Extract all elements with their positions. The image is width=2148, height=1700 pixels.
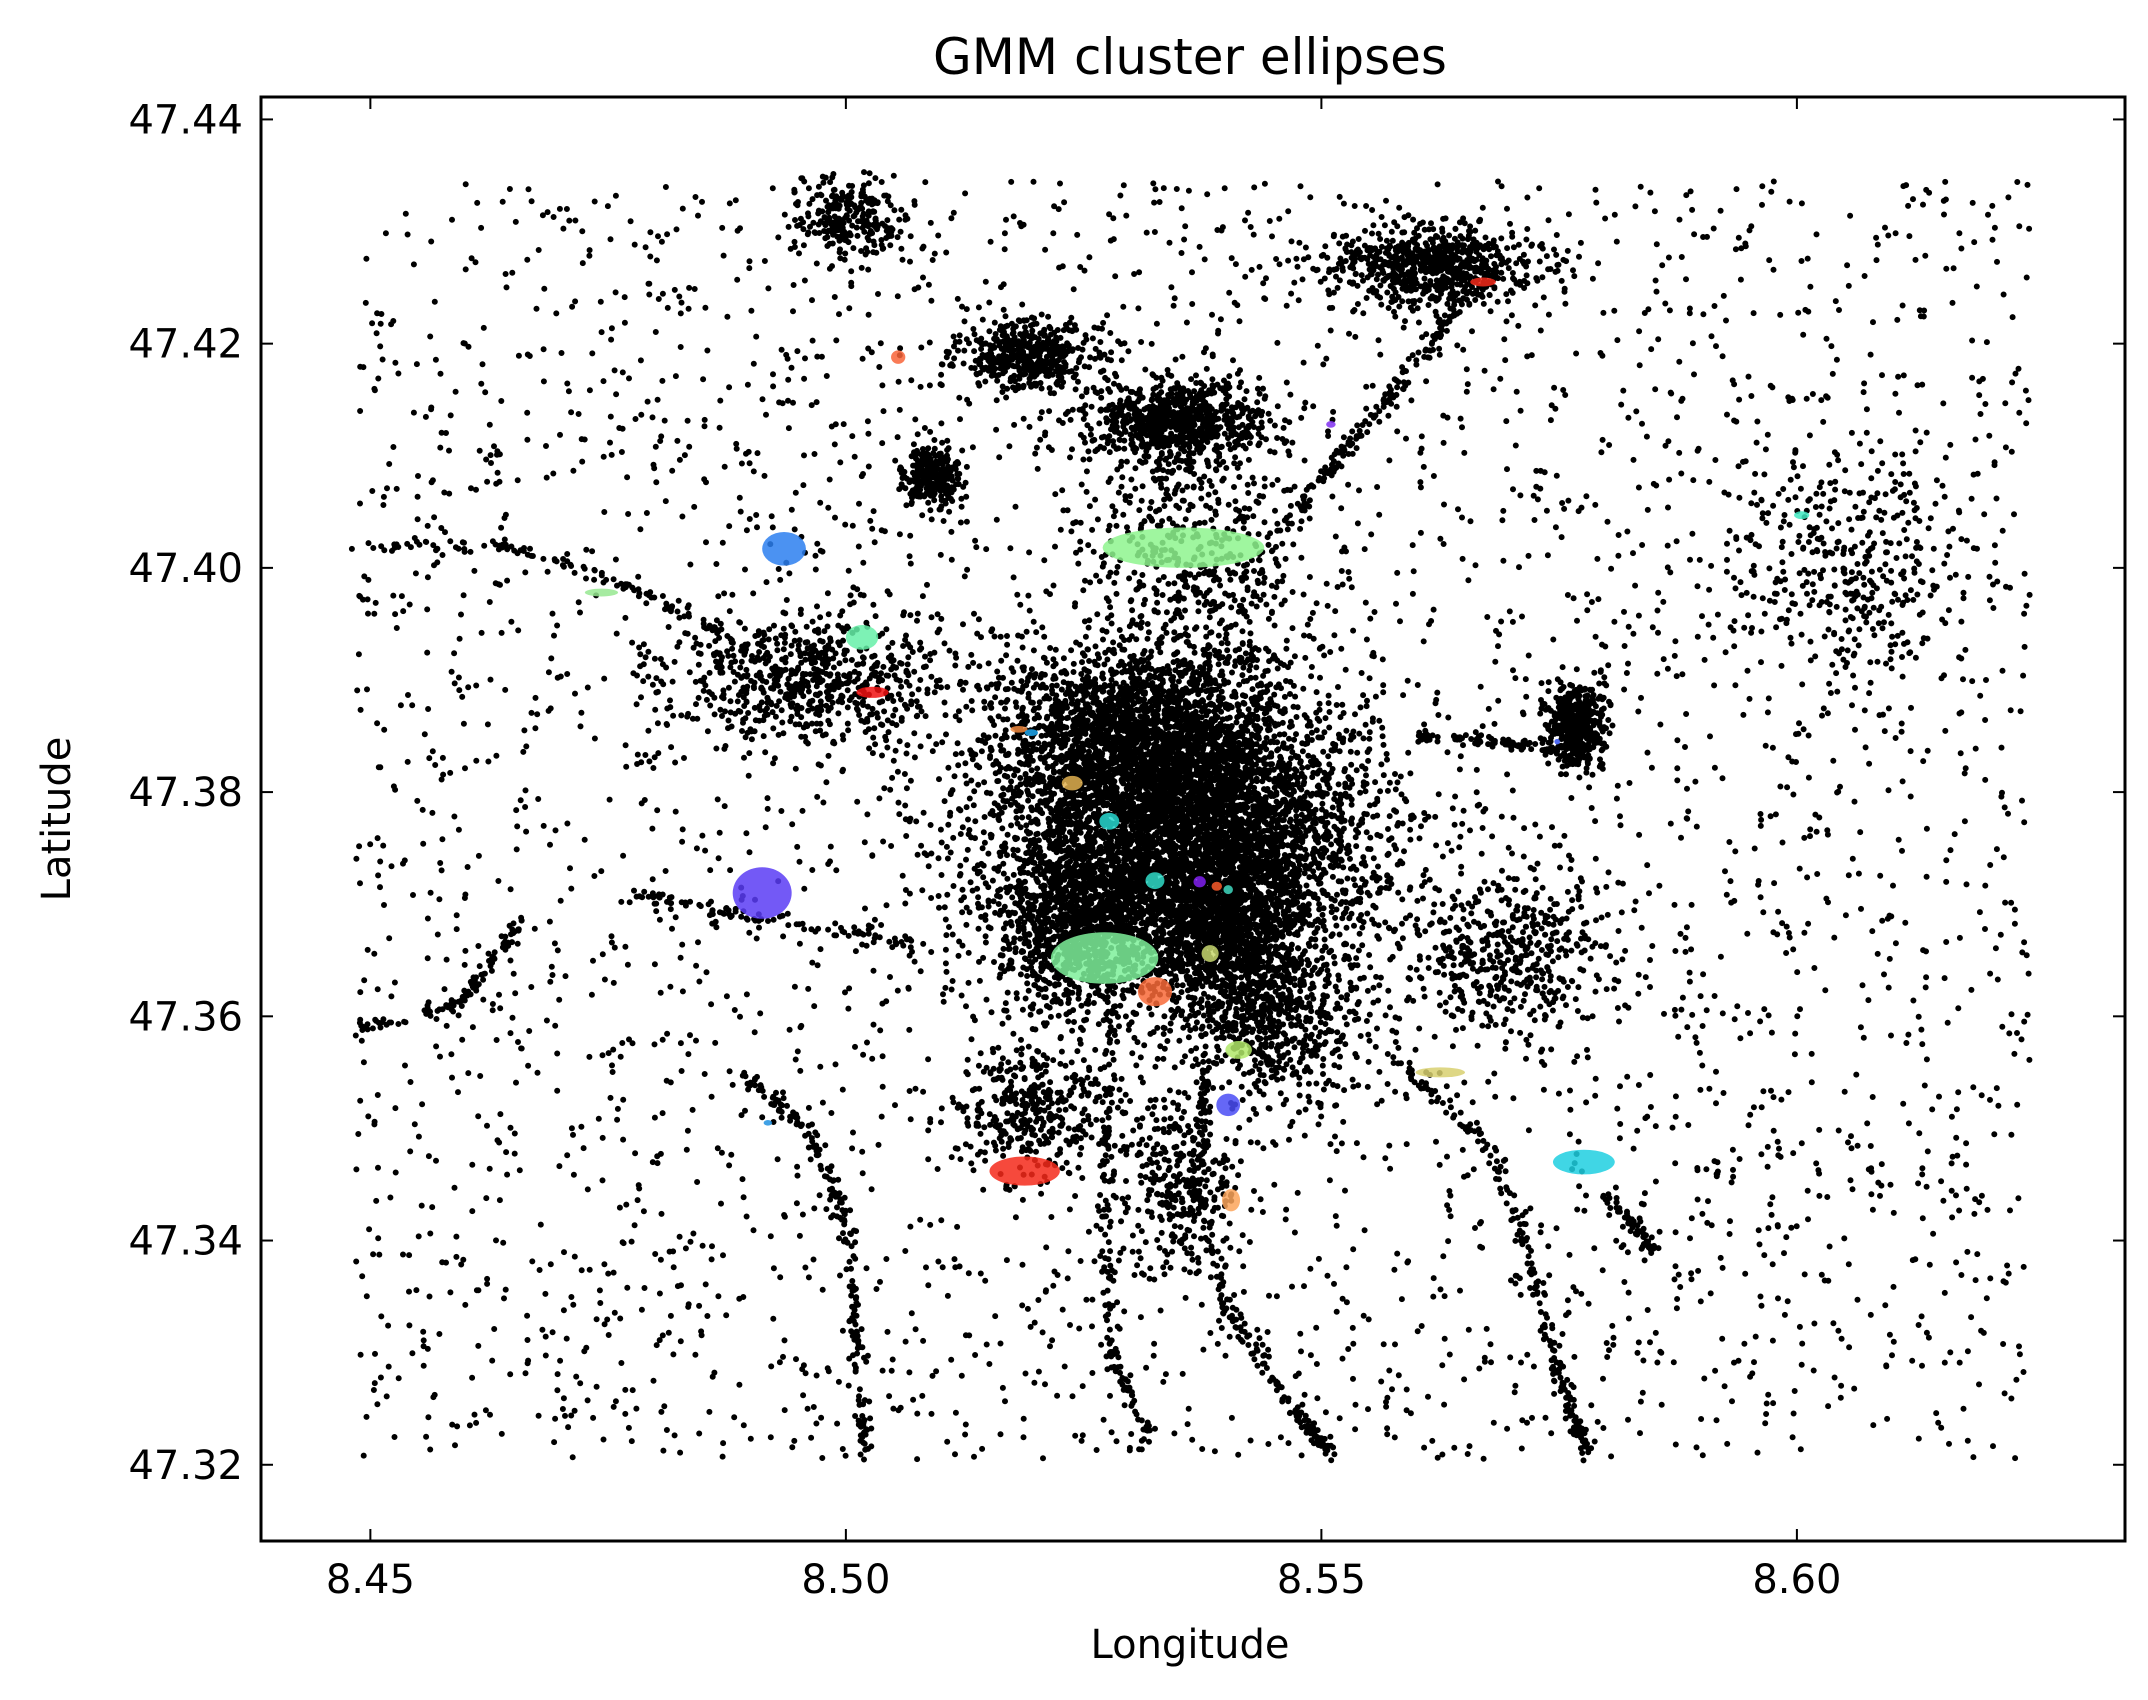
cluster-ellipses [584, 277, 1810, 1212]
x-tick-label: 8.55 [1277, 1557, 1366, 1603]
scatter-points [348, 169, 2033, 1464]
x-axis: 8.45 8.50 8.55 8.60 [326, 97, 1841, 1603]
cluster-ellipse-7 [1137, 977, 1173, 1007]
cluster-ellipse-4 [762, 531, 806, 566]
y-tick-label: 47.38 [128, 770, 243, 816]
cluster-ellipse-6 [1552, 1149, 1615, 1175]
data-points [348, 169, 2033, 1464]
y-tick-label: 47.44 [128, 97, 243, 143]
cluster-ellipse-3 [732, 867, 792, 919]
cluster-ellipse-15 [1099, 812, 1120, 830]
cluster-ellipse-10 [1225, 1040, 1252, 1059]
cluster-ellipse-8 [845, 625, 879, 650]
y-axis: 47.32 47.34 47.36 47.38 47.40 47.42 47.44 [128, 97, 2125, 1489]
y-tick-label: 47.42 [128, 322, 243, 368]
cluster-ellipse-13 [856, 686, 889, 698]
cluster-ellipse-27 [1326, 421, 1336, 428]
cluster-ellipse-2 [1050, 932, 1159, 984]
x-tick-label: 8.50 [801, 1557, 890, 1603]
cluster-ellipse-22 [1024, 729, 1038, 737]
plot-area [348, 169, 2033, 1464]
cluster-ellipse-9 [1415, 1067, 1465, 1078]
y-tick-label: 47.32 [128, 1443, 243, 1489]
cluster-ellipse-29 [763, 1120, 773, 1126]
cluster-ellipse-20 [1223, 885, 1233, 895]
cluster-ellipse-25 [584, 588, 619, 597]
cluster-ellipse-19 [1211, 881, 1223, 891]
y-tick-label: 47.36 [128, 994, 243, 1040]
y-tick-label: 47.40 [128, 546, 243, 592]
cluster-ellipse-16 [1145, 872, 1165, 890]
cluster-ellipse-18 [1193, 876, 1206, 888]
x-axis-title: Longitude [1091, 1622, 1290, 1668]
y-axis-title: Latitude [34, 737, 80, 902]
cluster-ellipse-23 [891, 350, 906, 364]
x-tick-label: 8.60 [1752, 1557, 1841, 1603]
cluster-ellipse-28 [1554, 738, 1561, 745]
cluster-ellipse-17 [1201, 945, 1219, 962]
chart-title: GMM cluster ellipses [933, 28, 1447, 86]
cluster-ellipse-24 [1470, 277, 1496, 287]
y-tick-label: 47.34 [128, 1219, 243, 1265]
cluster-ellipse-26 [1794, 511, 1810, 520]
plot-frame [259, 95, 2127, 1543]
x-tick-label: 8.45 [326, 1557, 415, 1603]
cluster-ellipse-14 [1061, 775, 1083, 791]
cluster-ellipse-12 [1222, 1188, 1241, 1212]
cluster-ellipse-11 [1216, 1093, 1241, 1117]
cluster-ellipse-1 [1102, 527, 1265, 568]
cluster-ellipse-5 [989, 1156, 1060, 1186]
cluster-ellipse-21 [1010, 725, 1028, 733]
